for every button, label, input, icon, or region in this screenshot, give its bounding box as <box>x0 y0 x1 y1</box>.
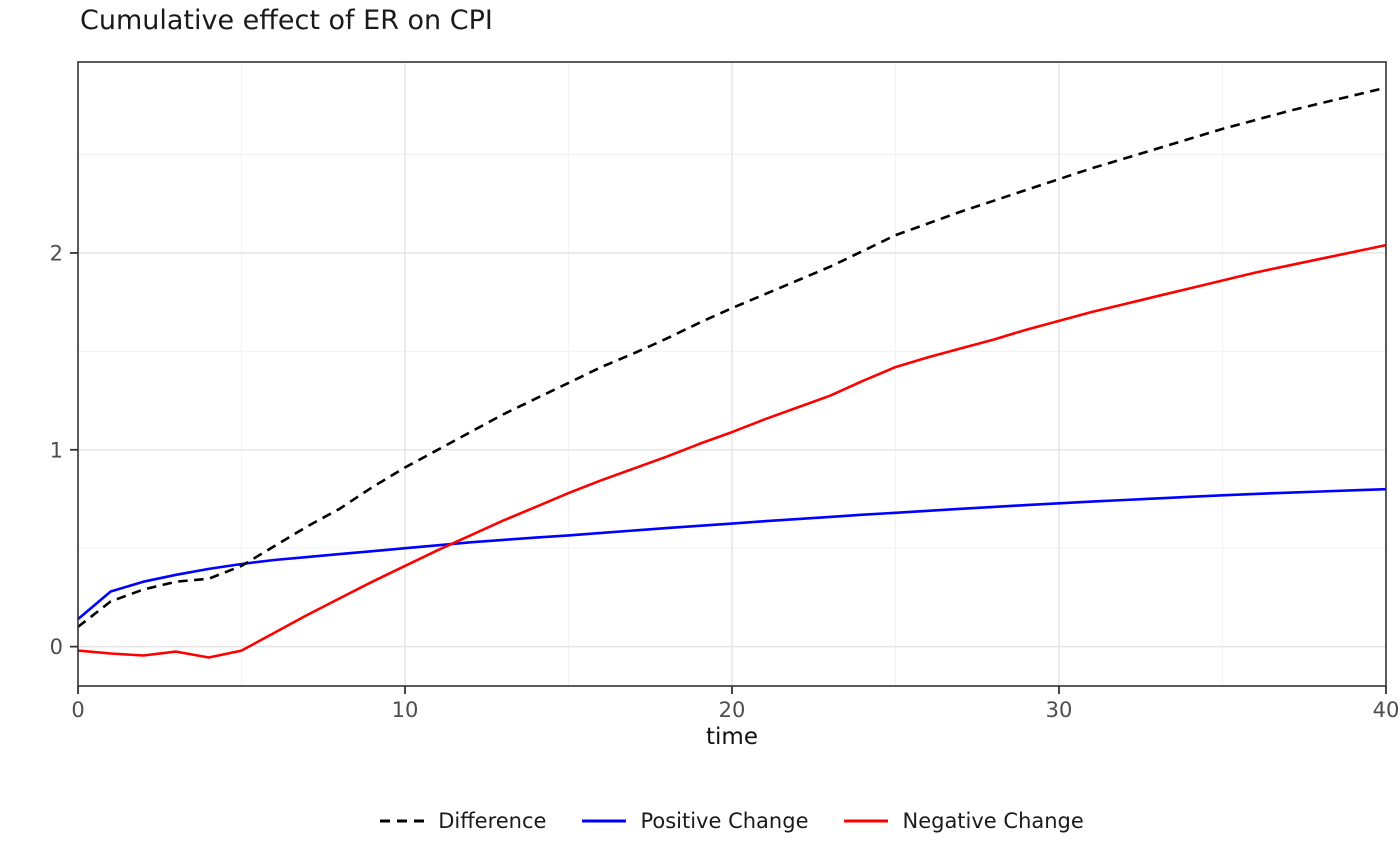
legend-item-difference: Difference <box>380 809 546 833</box>
x-tick-label: 30 <box>1046 698 1073 722</box>
x-axis-title: time <box>706 724 758 750</box>
legend-key-negative-change <box>844 819 889 823</box>
x-tick-label: 20 <box>719 698 746 722</box>
legend-item-positive-change: Positive Change <box>582 809 808 833</box>
legend-item-negative-change: Negative Change <box>844 809 1084 833</box>
chart-title: Cumulative effect of ER on CPI <box>80 5 493 36</box>
series-line-negative-change <box>77 243 1387 659</box>
legend-label-negative-change: Negative Change <box>902 809 1084 833</box>
x-tick-label: 0 <box>71 698 84 722</box>
legend-label-positive-change: Positive Change <box>640 809 809 833</box>
series-line-positive-change <box>77 487 1387 621</box>
x-tick-label: 10 <box>392 698 419 722</box>
legend-label-difference: Difference <box>438 809 547 833</box>
y-tick-label: 0 <box>50 635 63 659</box>
series-line-difference <box>77 86 1387 628</box>
legend-key-positive-change <box>582 819 627 823</box>
axes: 0 10 20 30 40 0 1 2 <box>50 241 1400 722</box>
x-tick-label: 40 <box>1373 698 1400 722</box>
legend-key-difference <box>380 819 425 823</box>
y-tick-label: 1 <box>50 438 63 462</box>
legend: Difference Positive Change Negative Change <box>78 800 1386 842</box>
gridlines-major <box>77 62 1387 686</box>
y-tick-label: 2 <box>50 241 63 265</box>
